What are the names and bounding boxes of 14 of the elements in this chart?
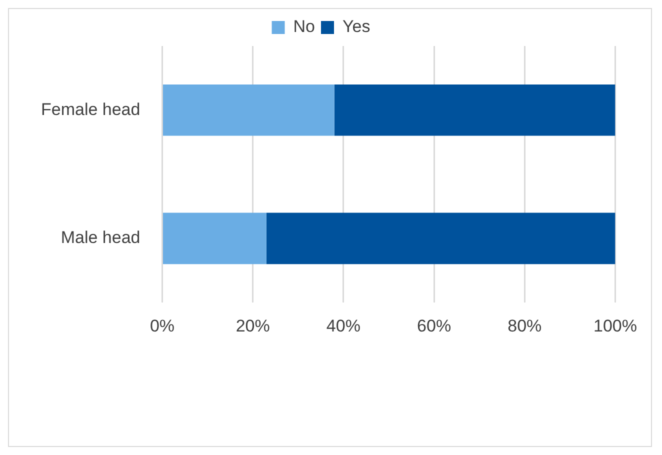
x-tick-label: 0% <box>150 316 175 336</box>
x-tick-label: 80% <box>508 316 542 336</box>
x-tick-label: 100% <box>594 316 637 336</box>
bar <box>266 212 616 264</box>
bar <box>334 84 616 136</box>
y-tick-label: Male head <box>60 228 140 248</box>
y-tick-label: Female head <box>40 100 140 119</box>
bar <box>162 212 266 264</box>
legend-label: Yes <box>342 17 370 36</box>
legend-label: No <box>293 17 315 36</box>
bar <box>162 84 334 136</box>
x-tick-label: 40% <box>326 316 360 336</box>
x-tick-label: 60% <box>417 316 452 336</box>
x-tick-label: 20% <box>236 316 270 336</box>
